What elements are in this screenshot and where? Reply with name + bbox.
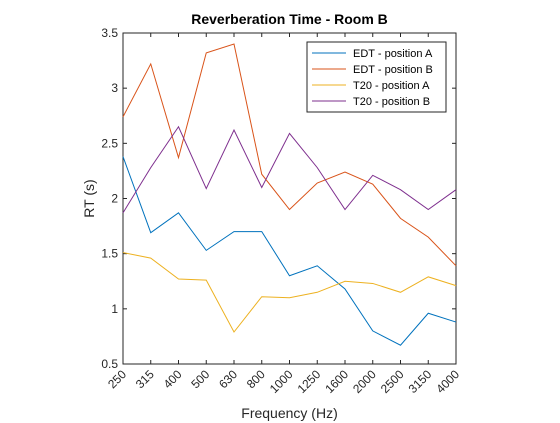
series-line-edt-position-b (122, 43, 457, 267)
series-line-t20-position-b (122, 125, 457, 214)
legend-label: T20 - position B (353, 96, 430, 108)
y-tick-label: 1 (111, 302, 118, 316)
y-tick-label: 3 (111, 81, 118, 95)
y-tick-label: 3.5 (101, 26, 118, 40)
y-axis-title: RT (s) (81, 179, 97, 217)
x-axis-title: Frequency (Hz) (241, 405, 337, 421)
legend-label: EDT - position A (353, 48, 433, 60)
x-tick-label: 500 (188, 367, 212, 391)
legend-box (306, 41, 447, 113)
x-tick-label: 630 (216, 367, 240, 391)
y-tick-label: 0.5 (101, 357, 118, 371)
y-tick-label: 2 (111, 192, 118, 206)
x-tick-label: 1000 (267, 367, 296, 396)
x-tick-label: 400 (161, 367, 185, 391)
series-line-edt-position-a (122, 156, 457, 346)
series-group (122, 43, 457, 346)
x-tick-label: 315 (133, 367, 157, 391)
y-tick-label: 2.5 (101, 136, 118, 150)
x-tick-label: 1600 (322, 367, 351, 396)
legend: EDT - position A EDT - position B T20 - po… (306, 41, 447, 113)
x-tick-label: 1250 (295, 367, 324, 396)
y-tick-label: 1.5 (101, 247, 118, 261)
x-tick-label: 2000 (350, 367, 379, 396)
x-tick-label: 800 (244, 367, 268, 391)
x-tick-label: 2500 (378, 367, 407, 396)
series-line-t20-position-a (122, 252, 457, 333)
chart-title: Reverberation Time - Room B (191, 11, 388, 27)
x-tick-label: 4000 (433, 367, 462, 396)
x-tick-label: 3150 (406, 367, 435, 396)
legend-label: EDT - position B (353, 64, 433, 76)
legend-label: T20 - position A (353, 80, 430, 92)
